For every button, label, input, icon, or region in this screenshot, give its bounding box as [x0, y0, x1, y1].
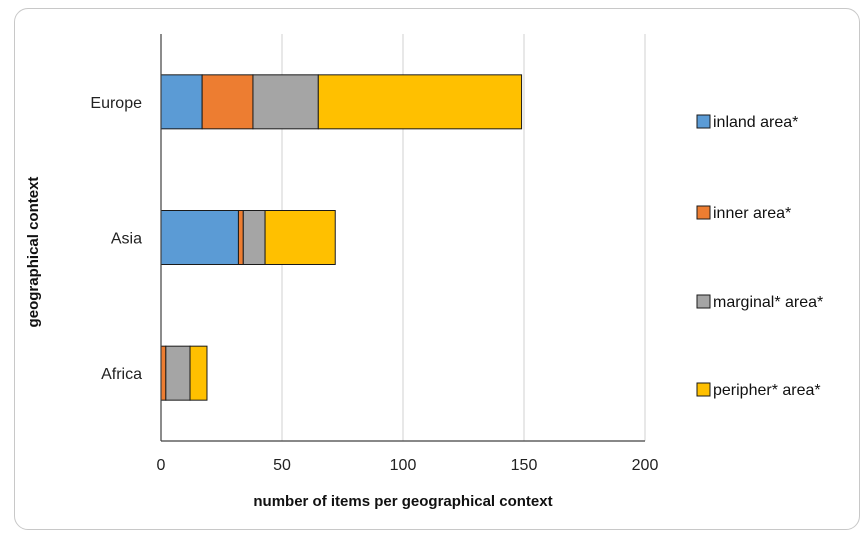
y-tick-label-asia: Asia	[111, 231, 142, 248]
x-tick-labels: 0 50 100 150 200	[157, 457, 659, 474]
x-tick-label-0: 0	[157, 457, 166, 474]
bar-asia-peripher-area	[264, 210, 336, 265]
y-tick-label-europe: Europe	[90, 95, 142, 112]
legend-swatch-0	[696, 114, 711, 129]
legend: inland area* inner area* marginal* area* pe…	[696, 114, 823, 399]
bar-africa-peripher-area	[189, 345, 208, 401]
y-tick-label-africa: Africa	[101, 366, 142, 383]
y-axis-title: geographical context	[25, 177, 42, 328]
bar-europe-marginal-area	[252, 74, 319, 130]
bar-asia-inland-area	[160, 210, 239, 265]
x-tick-label-100: 100	[390, 457, 417, 474]
bar-africa-marginal-area	[165, 345, 191, 401]
x-tick-label-50: 50	[273, 457, 291, 474]
legend-label-2: marginal* area*	[713, 294, 823, 311]
legend-label-0: inland area*	[713, 114, 798, 131]
bar-europe-inner-area	[201, 74, 254, 130]
x-tick-label-150: 150	[511, 457, 538, 474]
axes	[160, 34, 645, 442]
legend-swatch-3	[696, 382, 711, 397]
bar-asia-inner-area	[237, 210, 244, 265]
x-tick-label-200: 200	[632, 457, 659, 474]
bar-africa-inner-area	[160, 345, 167, 401]
bar-asia-marginal-area	[242, 210, 266, 265]
y-tick-labels: Europe Asia Africa	[90, 95, 142, 383]
legend-label-3: peripher* area*	[713, 382, 821, 399]
bars	[160, 74, 523, 401]
bar-europe-inland-area	[160, 74, 203, 130]
x-axis-title: number of items per geographical context	[253, 493, 552, 510]
legend-swatch-2	[696, 294, 711, 309]
bar-europe-peripher-area	[317, 74, 523, 130]
legend-label-1: inner area*	[713, 205, 791, 222]
legend-swatch-1	[696, 205, 711, 220]
